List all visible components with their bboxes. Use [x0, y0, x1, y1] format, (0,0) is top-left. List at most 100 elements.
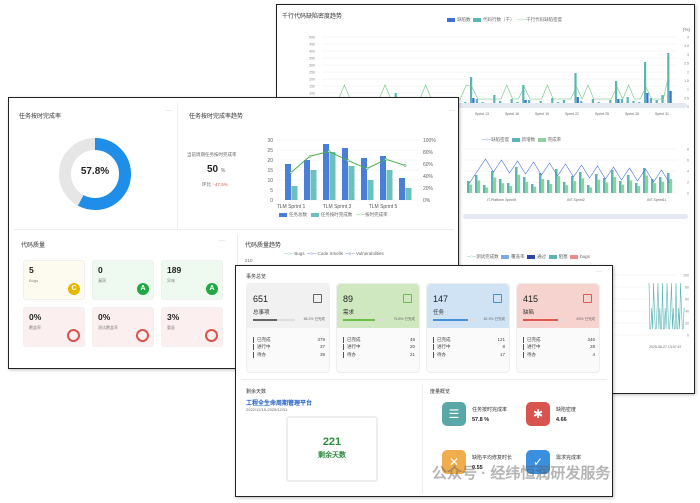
chart2-legend: ─○─缺陷密度 新增数 完成率: [482, 137, 561, 143]
quality-card[interactable]: 5 Bugs C: [23, 260, 85, 300]
watermark: 公众号 · 经纬恒润研发服务: [432, 465, 611, 482]
more-options-icon[interactable]: ···: [596, 269, 602, 275]
x-tick-label: TLM Sprint 1: [277, 204, 306, 210]
stat-icon: [313, 294, 322, 303]
rate-point: [289, 171, 293, 174]
bar: [491, 171, 494, 193]
divider: [177, 103, 178, 228]
divider: [241, 379, 607, 380]
bar-total: [342, 148, 348, 200]
legend-swatch: [527, 254, 536, 259]
quality-ring-icon: [67, 329, 80, 342]
x-tick-label: INT Sprint11: [647, 198, 666, 202]
stat-card[interactable]: 415 缺陷 83% 已完成 已完成 346 进行中 28 待办 4: [516, 283, 600, 373]
more-options-icon[interactable]: ···: [449, 108, 455, 114]
bar: [635, 183, 638, 193]
bar: [637, 186, 641, 193]
project-name-link[interactable]: 工程全生命周期管理平台: [246, 401, 313, 407]
chart-zoom-slider[interactable]: [463, 214, 688, 219]
axis-tick: 1: [687, 88, 689, 92]
legend-label: 按时完成率: [365, 212, 388, 217]
bar: [539, 173, 542, 193]
code-quality-trend-title: 代码质量趋势: [245, 243, 282, 249]
axis-tick: 60%: [423, 162, 434, 168]
bar: [651, 179, 654, 193]
bar: [646, 93, 649, 107]
bug-icon[interactable]: ✱: [526, 402, 550, 426]
legend-label: Vulnerabilities: [355, 251, 384, 256]
stat-card[interactable]: 651 总事项 58.2% 已完成已完成 379 进行中 37 待办 39: [246, 283, 330, 373]
bar: [549, 183, 553, 193]
bar: [597, 179, 601, 193]
panel-title: 千行代码缺陷密度趋势: [282, 14, 343, 20]
rate-point: [308, 154, 312, 158]
more-options-icon[interactable]: ···: [166, 108, 172, 114]
progress-text: 82.3% 已完成: [483, 317, 505, 321]
rate-point: [384, 158, 388, 161]
x-tick-label: IT-Platform Sprint5: [487, 198, 516, 202]
bar: [525, 181, 529, 193]
more-options-icon[interactable]: ···: [219, 238, 225, 244]
metric-label: 缺陷密度: [556, 407, 577, 413]
compare-value: -47.5%: [213, 182, 228, 187]
stat-card[interactable]: 89 需求 75.8% 已完成 已完成 48 进行中 20 待办 21: [336, 283, 420, 373]
axis-tick: 400: [309, 50, 315, 54]
bar: [515, 167, 518, 193]
axis-tick: 100%: [423, 138, 436, 144]
quality-card[interactable]: 0% 覆盖率: [23, 307, 85, 347]
ontime-trend-chart: 30 25 20 15 10 5 0 100% 80% 60% 40% 20% 0% TLM Sprint…: [267, 138, 436, 210]
axis-tick: 210: [245, 258, 253, 263]
stat-row-label: 进行中: [257, 344, 271, 349]
axis-tick: 6: [687, 159, 689, 163]
axis-tick: 350: [309, 57, 315, 61]
quality-label: Bugs: [29, 278, 39, 283]
chart-zoom-slider[interactable]: [317, 103, 687, 108]
remaining-days-box: 221 剩余天数: [286, 416, 378, 482]
stat-row: 已完成 346: [523, 336, 595, 343]
stat-icon: [403, 294, 412, 303]
stat-row: 进行中 28: [523, 344, 595, 350]
axis-tick: 0.5: [684, 96, 689, 100]
axis-tick: 15: [267, 168, 273, 174]
bar: [470, 77, 473, 107]
stat-card-header: 651 总事项 58.2% 已完成: [247, 284, 329, 328]
legend-swatch: [501, 254, 510, 259]
bar-ontime: [291, 186, 298, 200]
bar: [493, 95, 496, 107]
bar: [579, 172, 582, 193]
x-tick-label: Sprint 13: [475, 112, 489, 116]
axis-tick: 3.5: [684, 44, 689, 48]
stat-row: 待办 4: [523, 351, 595, 358]
bar: [509, 186, 513, 193]
axis-tick: 8: [687, 148, 689, 152]
bar: [469, 184, 473, 193]
bar: [661, 95, 664, 107]
bar: [644, 62, 647, 107]
stat-row-label: 已完成: [257, 336, 271, 342]
axis-tick: 2.5: [684, 62, 689, 66]
legend-label: 任务按时完成数: [320, 212, 353, 217]
stat-card[interactable]: 147 任务 82.3% 已完成 已完成 121 进行中 8 待办 17: [426, 283, 510, 373]
progress-text: 75.8% 已完成: [393, 317, 415, 321]
legend-swatch: [570, 254, 579, 259]
code-quality-title: 代码质量: [21, 243, 46, 249]
doc-check-icon[interactable]: ✓: [526, 450, 550, 474]
bar: [587, 185, 590, 193]
stat-rows: 已完成 379 进行中 37 待办 39: [253, 335, 325, 358]
quality-card[interactable]: 0% 测试覆盖率: [92, 307, 154, 347]
list-check-icon[interactable]: ☰: [442, 402, 466, 426]
quality-card[interactable]: 0 漏洞 A: [92, 260, 154, 300]
bar: [551, 98, 554, 107]
grade-badge: C: [68, 283, 80, 295]
bar: [499, 179, 502, 193]
stat-row-value: 21: [409, 351, 415, 357]
quality-card[interactable]: 3% 重复: [161, 307, 223, 347]
quality-card[interactable]: 189 异味 A: [161, 260, 223, 300]
axis-tick: 80: [685, 286, 689, 290]
bar-ontime: [310, 170, 317, 200]
wrench-icon[interactable]: ✕: [442, 450, 466, 474]
stat-row-label: 已完成: [347, 336, 361, 342]
quality-label: 漏洞: [98, 278, 106, 283]
stat-value: 651: [253, 294, 269, 304]
quality-label: 覆盖率: [29, 325, 41, 330]
